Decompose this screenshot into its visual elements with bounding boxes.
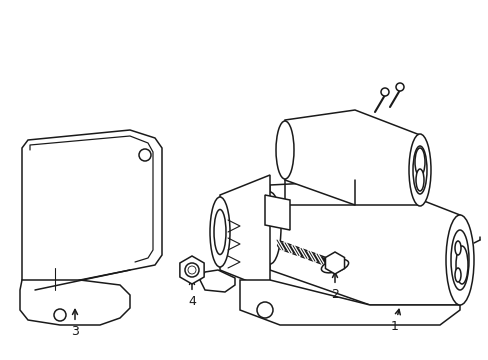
Ellipse shape [259,192,281,264]
Polygon shape [20,280,130,325]
Polygon shape [240,280,459,325]
Ellipse shape [450,230,468,290]
Circle shape [257,302,272,318]
Ellipse shape [415,169,423,191]
Circle shape [395,83,403,91]
Text: 2: 2 [330,273,338,301]
Ellipse shape [454,268,460,282]
Ellipse shape [454,241,460,255]
Polygon shape [285,110,419,205]
Ellipse shape [209,197,229,267]
Ellipse shape [445,215,473,305]
Polygon shape [220,175,269,290]
Ellipse shape [414,148,424,176]
Circle shape [187,266,196,274]
Circle shape [184,263,199,277]
Polygon shape [325,252,344,274]
Ellipse shape [455,246,467,284]
Polygon shape [200,270,235,292]
Ellipse shape [412,146,426,194]
Polygon shape [22,130,162,290]
Ellipse shape [214,210,225,255]
Circle shape [380,88,388,96]
Circle shape [54,309,66,321]
Ellipse shape [275,121,293,179]
Polygon shape [180,256,203,284]
Ellipse shape [321,259,348,273]
Text: 3: 3 [71,310,79,338]
Polygon shape [264,195,289,230]
Text: 1: 1 [390,309,400,333]
Text: 4: 4 [188,279,196,308]
Polygon shape [269,180,459,305]
Circle shape [139,149,151,161]
Ellipse shape [408,134,430,206]
